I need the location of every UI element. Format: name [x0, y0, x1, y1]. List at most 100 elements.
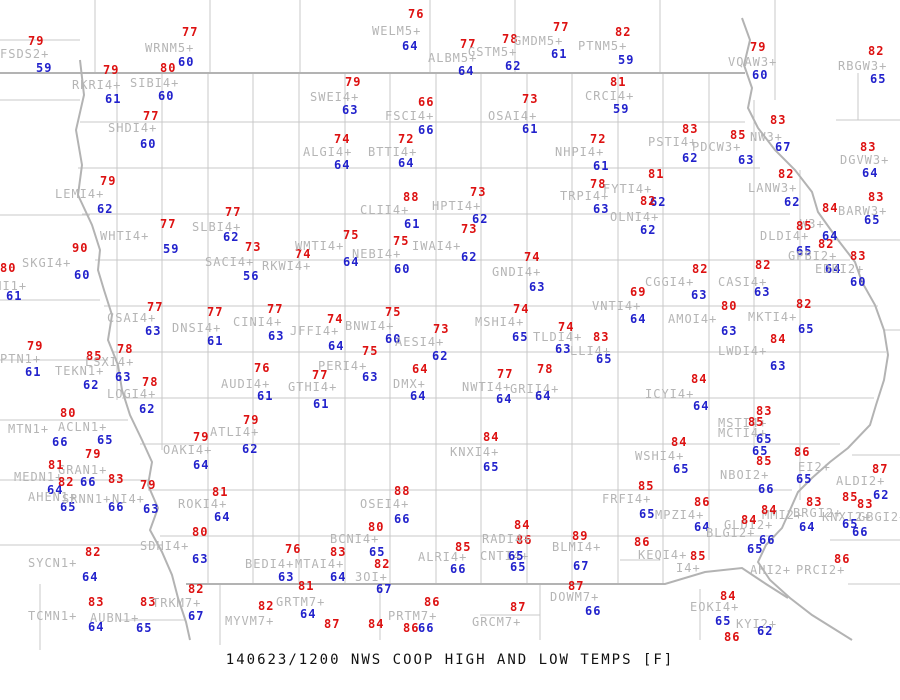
station-high-temp: 84: [368, 617, 385, 631]
station-id-label: AESI4+: [395, 335, 445, 349]
station-id-label: ATLI4+: [210, 425, 260, 439]
station-high-temp: 66: [418, 95, 435, 109]
station-low-temp: 65: [747, 542, 764, 556]
station-low-temp: 60: [850, 275, 867, 289]
station-high-temp: 82: [640, 194, 657, 208]
station-low-temp: 63: [192, 552, 209, 566]
station-high-temp: 84: [691, 372, 708, 386]
station-low-temp: 65: [136, 621, 153, 635]
station-high-temp: 74: [513, 302, 530, 316]
station-high-temp: 74: [524, 250, 541, 264]
station-low-temp: 64: [88, 620, 105, 634]
station-high-temp: 72: [590, 132, 607, 146]
station-id-label: MEDN1+: [14, 470, 64, 484]
station-id-label: SHDI4+: [108, 121, 158, 135]
station-id-label: RKWI4+: [262, 259, 312, 273]
station-high-temp: 77: [160, 217, 177, 231]
station-id-label: ALGI4+: [303, 145, 353, 159]
station-id-label: GRII4+: [510, 382, 560, 396]
station-id-label: TLDI4+: [533, 330, 583, 344]
station-id-label: AHI2+: [750, 563, 792, 577]
station-high-temp: 80: [721, 299, 738, 313]
station-low-temp: 56: [243, 269, 260, 283]
station-high-temp: 83: [330, 545, 347, 559]
station-low-temp: 67: [573, 559, 590, 573]
station-low-temp: 64: [822, 229, 839, 243]
station-low-temp: 63: [115, 370, 132, 384]
station-low-temp: 65: [870, 72, 887, 86]
station-high-temp: 85: [748, 415, 765, 429]
station-high-temp: 73: [522, 92, 539, 106]
missouri-river: [74, 59, 191, 641]
station-high-temp: 82: [615, 25, 632, 39]
station-high-temp: 82: [188, 582, 205, 596]
station-id-label: IWAI4+: [412, 239, 462, 253]
station-low-temp: 66: [394, 512, 411, 526]
station-high-temp: 85: [86, 349, 103, 363]
station-low-temp: 65: [97, 433, 114, 447]
station-high-temp: 77: [143, 109, 160, 123]
station-high-temp: 64: [412, 362, 429, 376]
station-low-temp: 66: [585, 604, 602, 618]
station-low-temp: 62: [223, 230, 240, 244]
station-high-temp: 79: [193, 430, 210, 444]
station-low-temp: 60: [140, 137, 157, 151]
station-id-label: PDCW3+: [692, 140, 742, 154]
station-id-label: CSAI4+: [107, 311, 157, 325]
station-high-temp: 77: [267, 302, 284, 316]
station-id-label: GRCM7+: [472, 615, 522, 629]
station-id-label: SRNN1+: [62, 492, 112, 506]
station-low-temp: 64: [328, 339, 345, 353]
station-high-temp: 84: [671, 435, 688, 449]
station-high-temp: 78: [537, 362, 554, 376]
station-low-temp: 59: [613, 102, 630, 116]
station-id-label: SIBI4+: [130, 76, 180, 90]
station-low-temp: 64: [193, 458, 210, 472]
station-low-temp: 66: [108, 500, 125, 514]
station-id-label: KYI2+: [736, 617, 778, 631]
station-high-temp: 78: [142, 375, 159, 389]
station-low-temp: 66: [80, 475, 97, 489]
station-id-label: CASI4+: [718, 275, 768, 289]
station-high-temp: 84: [741, 513, 758, 527]
station-low-temp: 65: [752, 444, 769, 458]
station-id-label: OSEI4+: [360, 497, 410, 511]
station-id-label: ACLN1+: [58, 420, 108, 434]
station-low-temp: 63: [593, 202, 610, 216]
station-low-temp: 59: [618, 53, 635, 67]
station-high-temp: 84: [514, 518, 531, 532]
station-id-label: GBGI2+: [858, 510, 900, 524]
station-id-label: NHPI4+: [555, 145, 605, 159]
station-low-temp: 62: [757, 624, 774, 638]
station-high-temp: 75: [362, 344, 379, 358]
station-id-label: GSTM5+: [468, 45, 518, 59]
station-high-temp: 82: [796, 297, 813, 311]
station-low-temp: 66: [418, 621, 435, 635]
station-id-label: OLNI4+: [610, 210, 660, 224]
station-high-temp: 79: [345, 75, 362, 89]
station-low-temp: 63: [721, 324, 738, 338]
station-id-label: MYVM7+: [225, 614, 275, 628]
station-id-label: BTTI4+: [368, 145, 418, 159]
station-id-label: BCNI4+: [330, 532, 380, 546]
station-low-temp: 65: [596, 352, 613, 366]
station-id-label: BARW3+: [838, 204, 888, 218]
station-id-label: NBOI2+: [720, 468, 770, 482]
station-id-label: TEKN1+: [55, 364, 105, 378]
station-low-temp: 65: [756, 432, 773, 446]
station-id-label: AUBN1+: [90, 611, 140, 625]
station-high-temp: 84: [720, 589, 737, 603]
station-id-label: SYCN1+: [28, 556, 78, 570]
station-id-label: TRKM7+: [152, 596, 202, 610]
station-id-label: EI2+: [798, 460, 831, 474]
station-id-label: MKTI4+: [748, 310, 798, 324]
state-borders: [0, 17, 890, 641]
station-high-temp: 80: [160, 61, 177, 75]
station-id-label: MPZI4+: [655, 508, 705, 522]
station-high-temp: 79: [103, 63, 120, 77]
station-id-label: BRGI2+: [793, 506, 843, 520]
station-id-label: AMOI4+: [668, 312, 718, 326]
station-id-label: NWTI4+: [462, 380, 512, 394]
station-id-label: CGGI4+: [645, 275, 695, 289]
station-high-temp: 80: [192, 525, 209, 539]
